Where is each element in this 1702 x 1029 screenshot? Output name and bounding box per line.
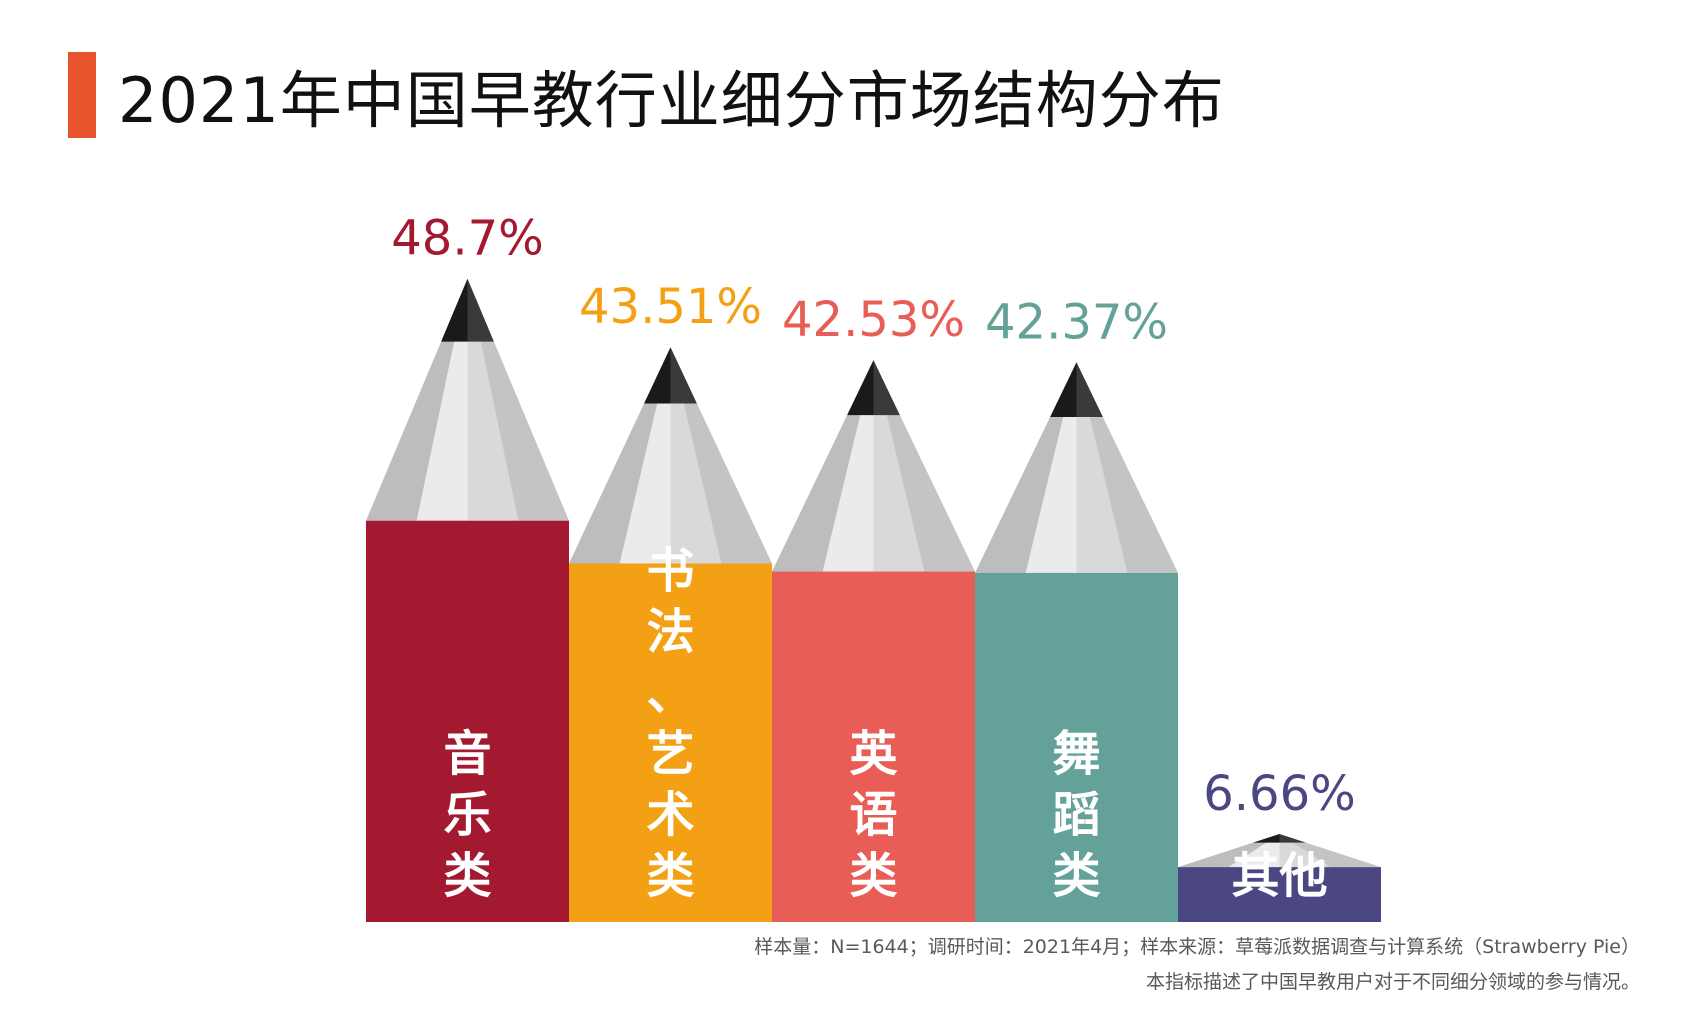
value-label-4: 42.37% (985, 294, 1168, 350)
category-label-char: 艺 (646, 726, 694, 782)
pencil-wood-facet (975, 362, 1077, 573)
category-label-char: 书 (646, 543, 694, 599)
pencil-lead-facet (1279, 834, 1306, 843)
footnote-sample: 样本量：N=1644；调研时间：2021年4月；样本来源：草莓派数据调查与计算系… (754, 936, 1640, 958)
value-label-5: 6.66% (1203, 766, 1355, 822)
bar-2 (569, 563, 772, 922)
bar-3 (772, 571, 975, 922)
category-label-char: 音 (443, 726, 491, 782)
pencil-wood-facet (1228, 834, 1280, 868)
category-label-char: 法 (646, 604, 694, 660)
pencil-wood-facet (1178, 834, 1280, 868)
pencil-wood-facet (1076, 362, 1178, 573)
category-label-char: 英 (849, 726, 898, 782)
pencil-wood-facet (1279, 834, 1381, 868)
category-label-char: 语 (849, 787, 897, 843)
chart-title: 2021年中国早教行业细分市场结构分布 (118, 64, 1225, 137)
pencil-wood-facet (619, 347, 671, 564)
pencil-lead-facet (1076, 362, 1103, 418)
pencil-wood-facet (1279, 834, 1331, 868)
title-accent-bar (68, 52, 96, 138)
value-label-1: 48.7% (391, 211, 543, 267)
pencil-lead-facet (467, 278, 494, 342)
category-label-char: 类 (1052, 848, 1100, 904)
pencil-lead-facet (644, 347, 671, 404)
chart-title-block: 2021年中国早教行业细分市场结构分布 (68, 52, 1225, 138)
bar-5 (1178, 867, 1381, 922)
pencil-lead-facet (873, 360, 900, 416)
category-label-char: 类 (443, 848, 491, 904)
category-label-char: 乐 (443, 787, 491, 843)
value-label-3: 42.53% (782, 292, 965, 348)
pencil-wood-facet (670, 347, 772, 564)
pencil-wood-facet (772, 360, 874, 572)
pencil-lead-facet (847, 360, 874, 416)
footnote-description: 本指标描述了中国早教用户对于不同细分领域的参与情况。 (1145, 971, 1640, 993)
category-label-char: 、 (646, 665, 694, 721)
pencil-wood-facet (569, 347, 671, 564)
pencil-wood-facet (1025, 362, 1077, 573)
pencil-wood-facet (873, 360, 975, 572)
category-label-char: 类 (646, 848, 694, 904)
category-label-char: 术 (646, 787, 694, 843)
bar-4 (975, 572, 1178, 922)
pencil-lead-facet (670, 347, 697, 404)
category-label-char: 舞 (1052, 726, 1100, 782)
pencil-lead-facet (1253, 834, 1280, 843)
category-label-char: 蹈 (1052, 787, 1100, 843)
pencil-wood-facet (822, 360, 874, 572)
value-label-2: 43.51% (579, 279, 762, 335)
bar-1 (366, 520, 569, 922)
pencil-lead-facet (1050, 362, 1077, 418)
pencil-lead-facet (441, 278, 468, 342)
category-label-char: 其他 (1231, 848, 1327, 904)
category-label-char: 类 (849, 848, 897, 904)
